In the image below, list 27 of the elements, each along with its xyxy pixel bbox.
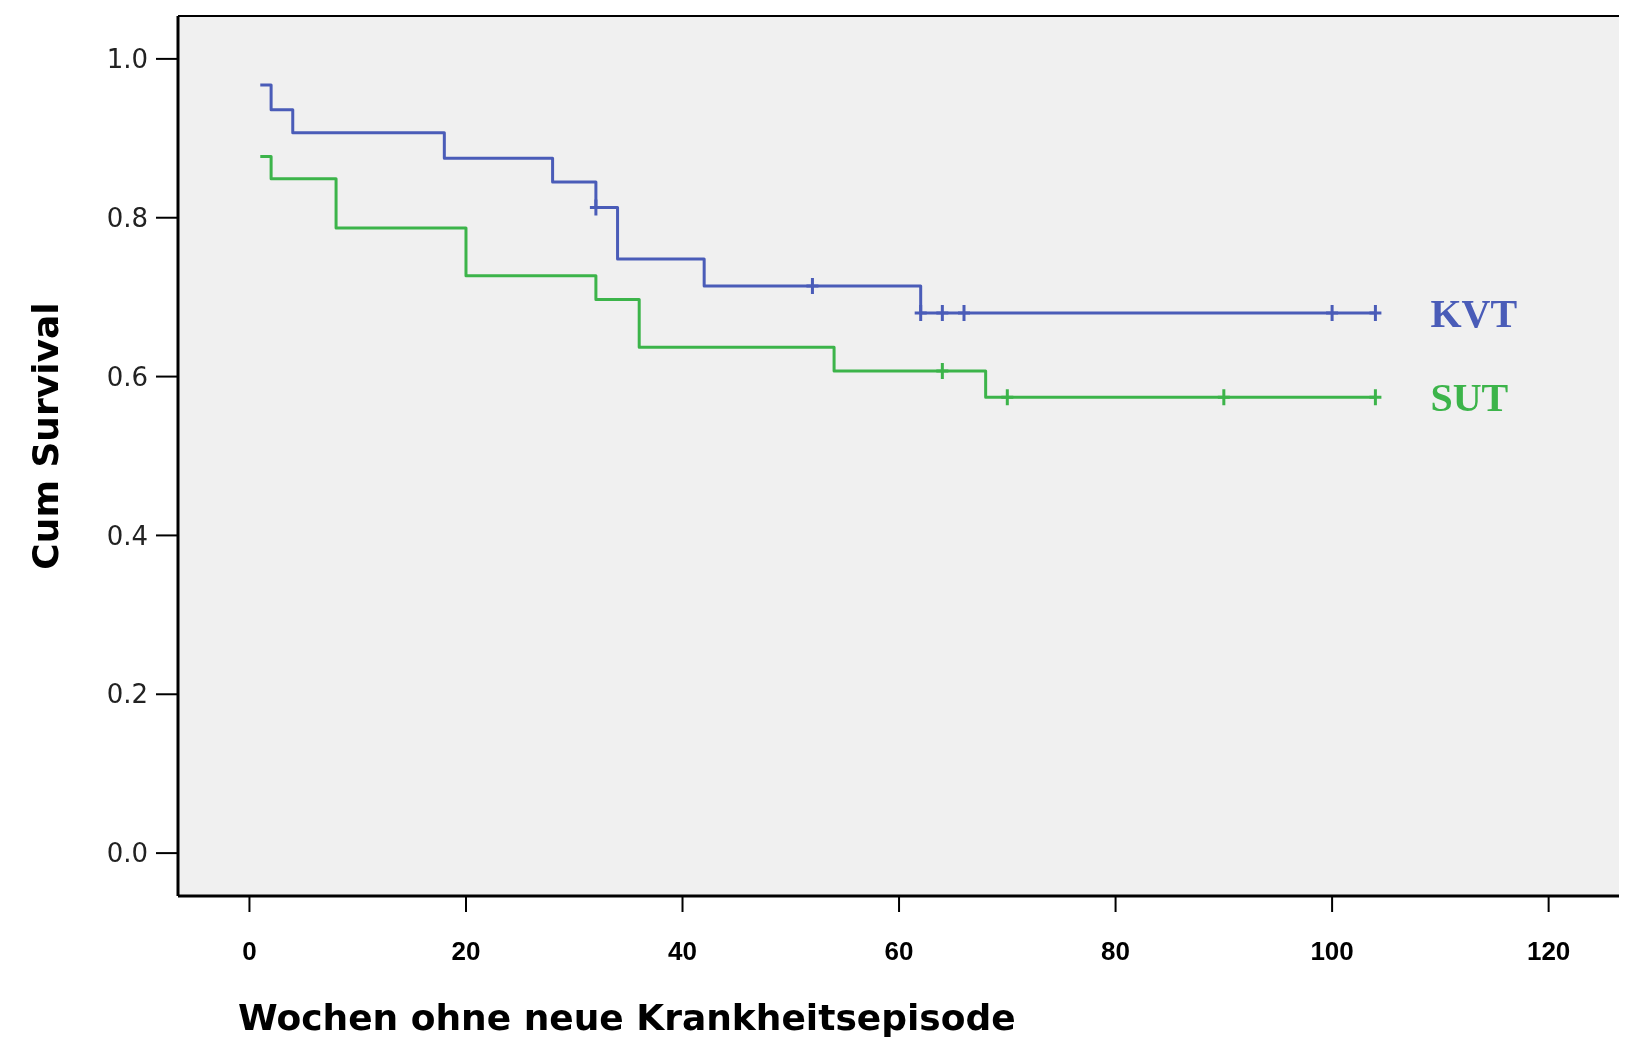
- x-tick-label: 40: [668, 936, 697, 966]
- y-tick-label: 1.0: [106, 43, 148, 74]
- x-tick-label: 80: [1101, 936, 1131, 966]
- x-tick-label: 100: [1310, 936, 1354, 966]
- point: [934, 361, 950, 381]
- point: [956, 303, 972, 323]
- series-label: KVT: [1430, 291, 1518, 337]
- x-tick-label: 120: [1526, 936, 1571, 966]
- point: [1367, 303, 1383, 323]
- y-tick-label: 0.2: [106, 679, 148, 710]
- x-tick-label: 60: [884, 936, 914, 966]
- series-label: SUT: [1430, 375, 1509, 421]
- y-tick-label: 0.0: [106, 838, 148, 869]
- point: [804, 276, 820, 296]
- y-axis-title: Cum Survival: [25, 302, 66, 570]
- point: [913, 303, 929, 323]
- y-tick-label: 0.4: [106, 520, 148, 551]
- x-axis-title: Wochen ohne neue Krankheitsepisode: [238, 997, 1016, 1038]
- x-tick-label: 20: [451, 936, 481, 966]
- point: [999, 387, 1015, 407]
- y-tick-label: 0.8: [106, 202, 148, 233]
- y-tick-label: 0.6: [106, 361, 148, 392]
- point: [1367, 387, 1383, 407]
- x-tick-label: 0: [242, 936, 257, 966]
- point: [1324, 303, 1340, 323]
- point: [934, 303, 950, 323]
- point: [1216, 387, 1232, 407]
